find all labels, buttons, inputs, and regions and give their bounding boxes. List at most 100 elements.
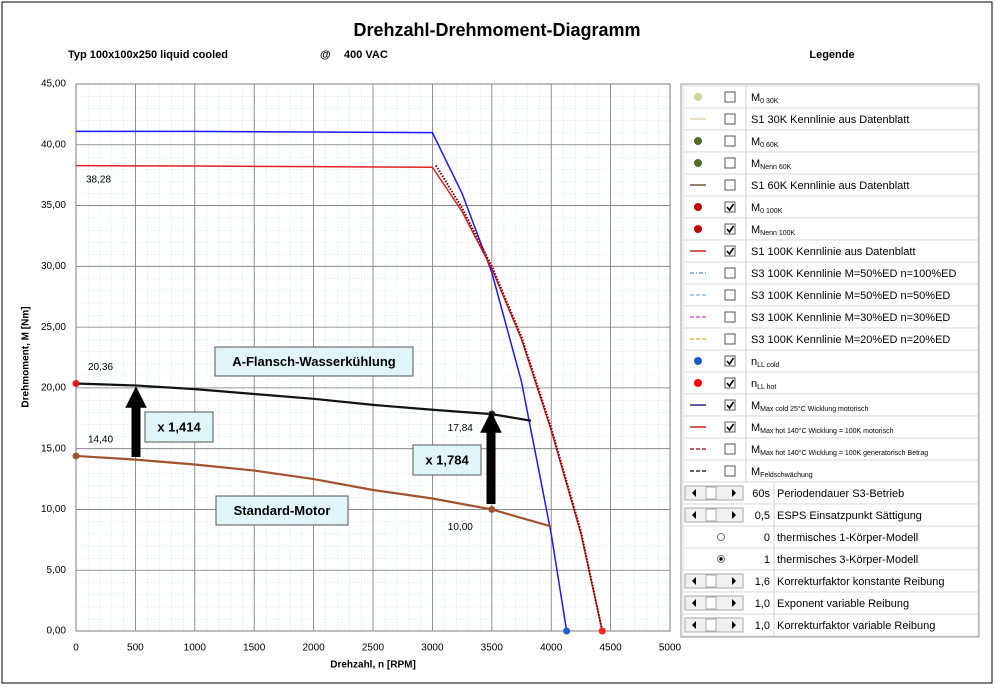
scroll-right[interactable] <box>732 599 736 607</box>
subtitle-voltage: 400 VAC <box>344 49 388 61</box>
scroll-left[interactable] <box>692 489 696 497</box>
checkbox[interactable] <box>724 355 736 367</box>
legend-symbol <box>694 93 702 101</box>
legend-sub: Nenn 60K <box>760 164 791 171</box>
x-tick-label: 3000 <box>421 643 444 654</box>
checkbox[interactable] <box>724 157 736 169</box>
checkbox[interactable] <box>724 377 736 389</box>
legend-main: S3 100K Kennlinie M=50%ED n=100%ED <box>751 268 957 280</box>
legend-main: M <box>751 400 760 412</box>
control-label: ESPS Einsatzpunkt Sättigung <box>777 510 922 522</box>
y-tick-label: 10,00 <box>41 504 66 515</box>
scroll-left[interactable] <box>692 599 696 607</box>
data-label: 20,36 <box>88 362 113 373</box>
scroll-right[interactable] <box>732 489 736 497</box>
checkbox[interactable] <box>724 421 736 433</box>
scroll-left[interactable] <box>692 511 696 519</box>
checkbox[interactable] <box>724 399 736 411</box>
legend-main: M <box>751 158 760 170</box>
point <box>72 452 80 460</box>
subtitle-at: @ <box>320 49 331 61</box>
checkbox[interactable] <box>724 113 736 125</box>
data-label: 38,28 <box>86 174 111 185</box>
legend-text: nLL hot <box>751 378 776 391</box>
annotation-box <box>214 346 414 377</box>
scroll-left[interactable] <box>692 621 696 629</box>
scroll-thumb[interactable] <box>705 508 717 522</box>
point <box>72 380 80 388</box>
legend-text: S1 60K Kennlinie aus Datenblatt <box>751 180 909 192</box>
checkbox[interactable] <box>724 245 736 257</box>
annotation: Standard-Motor <box>234 503 331 518</box>
legend-title: Legende <box>809 49 854 61</box>
checkbox[interactable] <box>724 311 736 323</box>
legend-text: MMax hot 140°C Wicklung = 100K generator… <box>751 444 928 457</box>
x-tick-label: 2500 <box>362 643 385 654</box>
legend-main: n <box>751 378 757 390</box>
checkbox[interactable] <box>724 267 736 279</box>
annotation-box <box>412 444 482 476</box>
x-tick-label: 0 <box>73 643 79 654</box>
point <box>598 627 606 635</box>
legend-sub: Feldschwächung <box>760 472 813 479</box>
legend-text: MMax cold 25°C Wicklung motorisch <box>751 400 869 413</box>
legend-main: M <box>751 224 760 236</box>
checkbox[interactable] <box>724 443 736 455</box>
legend-symbol <box>694 203 702 211</box>
legend-main: S1 60K Kennlinie aus Datenblatt <box>751 180 909 192</box>
point <box>563 627 571 635</box>
scroll-left[interactable] <box>692 577 696 585</box>
y-tick-label: 0,00 <box>47 626 67 637</box>
control-label: Korrekturfaktor konstante Reibung <box>777 576 945 588</box>
legend-text: S1 30K Kennlinie aus Datenblatt <box>751 114 909 126</box>
legend-symbol <box>694 225 702 233</box>
annotation-box <box>215 495 349 526</box>
x-tick-label: 4000 <box>540 643 563 654</box>
checkmark <box>726 379 735 388</box>
y-tick-label: 25,00 <box>41 322 66 333</box>
subtitle: Typ 100x100x250 liquid cooled <box>68 49 228 61</box>
y-tick-label: 5,00 <box>47 565 67 576</box>
checkbox[interactable] <box>724 201 736 213</box>
legend-text: S3 100K Kennlinie M=50%ED n=100%ED <box>751 268 957 280</box>
control-value: 1,0 <box>755 598 770 610</box>
legend-sub: Max cold 25°C Wicklung motorisch <box>760 405 868 413</box>
x-tick-label: 1500 <box>243 643 266 654</box>
control-value: 60s <box>752 488 770 500</box>
legend-sub: Nenn 100K <box>760 230 795 237</box>
checkbox[interactable] <box>724 465 736 477</box>
y-tick-label: 30,00 <box>41 261 66 272</box>
checkmark <box>726 225 735 234</box>
legend-sub: LL cold <box>757 362 779 369</box>
control-value: 0 <box>764 532 770 544</box>
legend-text: S3 100K Kennlinie M=30%ED n=30%ED <box>751 312 950 324</box>
scroll-right[interactable] <box>732 511 736 519</box>
checkbox[interactable] <box>724 223 736 235</box>
legend-sub: Max hot 140°C Wicklung = 100K generatori… <box>760 449 928 457</box>
checkbox[interactable] <box>724 289 736 301</box>
legend-text: nLL cold <box>751 356 780 369</box>
x-axis-label: Drehzahl, n [RPM] <box>330 660 416 671</box>
control-label: Exponent variable Reibung <box>777 598 909 610</box>
line-series <box>75 164 604 632</box>
scroll-thumb[interactable] <box>705 596 717 610</box>
scroll-right[interactable] <box>732 621 736 629</box>
scroll-thumb[interactable] <box>705 618 717 632</box>
point <box>488 505 496 513</box>
legend-text: S1 100K Kennlinie aus Datenblatt <box>751 246 916 258</box>
scroll-thumb[interactable] <box>705 486 717 500</box>
scroll-right[interactable] <box>732 577 736 585</box>
radio[interactable] <box>717 533 725 541</box>
checkbox[interactable] <box>724 179 736 191</box>
legend-main: M <box>751 202 760 214</box>
legend-main: S3 100K Kennlinie M=30%ED n=30%ED <box>751 312 950 324</box>
checkbox[interactable] <box>724 135 736 147</box>
checkbox[interactable] <box>724 333 736 345</box>
checkmark <box>726 423 735 432</box>
checkbox[interactable] <box>724 91 736 103</box>
y-tick-label: 40,00 <box>41 139 66 150</box>
legend-main: n <box>751 356 757 368</box>
scroll-thumb[interactable] <box>705 574 717 588</box>
legend-sub: 0 60K <box>760 142 779 149</box>
point <box>488 410 496 418</box>
